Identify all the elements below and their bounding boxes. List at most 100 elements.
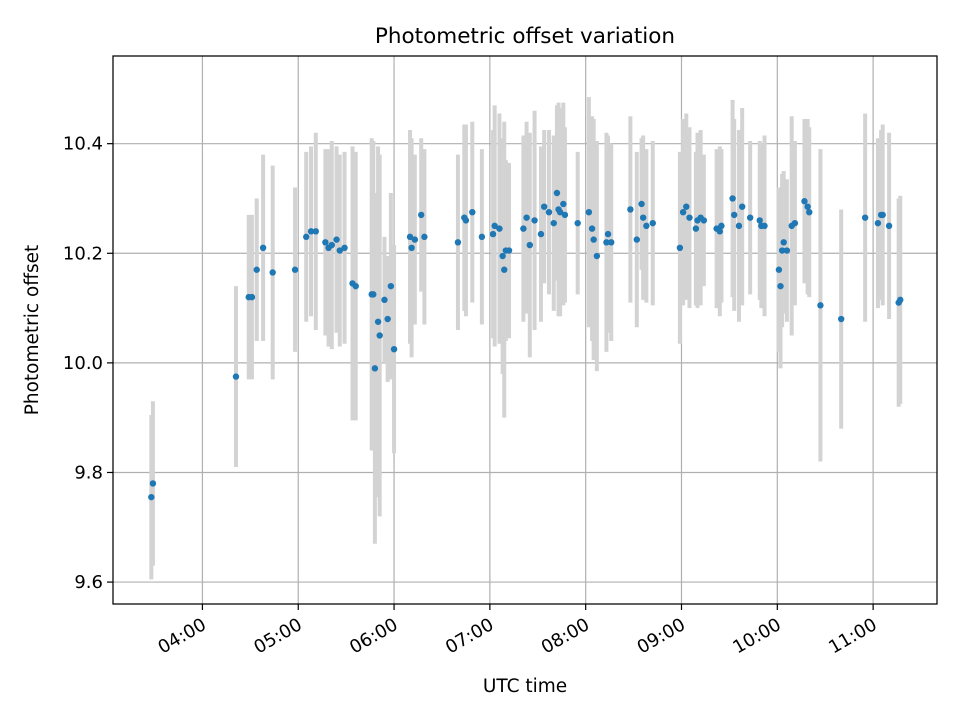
data-point bbox=[603, 239, 610, 246]
data-point bbox=[593, 252, 601, 260]
data-point bbox=[421, 233, 428, 241]
data-point bbox=[408, 244, 415, 251]
data-point bbox=[259, 244, 267, 251]
data-point bbox=[683, 203, 690, 210]
data-point bbox=[801, 198, 808, 205]
data-point bbox=[520, 225, 527, 232]
data-point bbox=[291, 266, 299, 273]
data-point bbox=[730, 211, 738, 219]
data-points bbox=[148, 189, 904, 501]
data-point bbox=[716, 228, 724, 235]
data-point bbox=[885, 222, 893, 230]
data-point bbox=[376, 332, 383, 339]
data-point bbox=[496, 225, 503, 232]
data-point bbox=[897, 296, 904, 304]
y-tick-label: 10.2 bbox=[63, 243, 103, 264]
data-point bbox=[371, 365, 379, 372]
data-point bbox=[574, 219, 581, 227]
data-point bbox=[861, 214, 869, 221]
data-point bbox=[775, 266, 783, 273]
data-point bbox=[700, 217, 708, 224]
data-point bbox=[633, 236, 640, 243]
data-point bbox=[307, 228, 315, 235]
x-tick-label: 04:00 bbox=[155, 614, 210, 658]
data-point bbox=[336, 247, 343, 254]
data-point bbox=[540, 203, 548, 210]
data-point bbox=[761, 222, 768, 230]
data-point bbox=[627, 206, 634, 213]
data-point bbox=[253, 266, 260, 273]
data-point bbox=[374, 318, 382, 325]
data-point bbox=[639, 214, 647, 221]
data-point bbox=[269, 269, 276, 276]
data-point bbox=[384, 315, 391, 323]
data-point bbox=[585, 208, 593, 216]
data-point bbox=[148, 493, 155, 501]
data-point bbox=[469, 208, 476, 216]
data-point bbox=[649, 219, 656, 227]
x-tick-label: 05:00 bbox=[250, 614, 305, 658]
data-point bbox=[381, 296, 388, 304]
data-point bbox=[777, 282, 784, 290]
data-point bbox=[679, 208, 687, 216]
data-point bbox=[556, 208, 564, 216]
data-point bbox=[499, 252, 506, 260]
data-point bbox=[560, 200, 567, 208]
x-tick-label: 10:00 bbox=[729, 614, 784, 658]
data-point bbox=[312, 228, 320, 235]
data-point bbox=[537, 230, 545, 238]
data-point bbox=[806, 208, 813, 216]
data-point bbox=[638, 200, 645, 208]
data-point bbox=[778, 247, 786, 254]
data-point bbox=[341, 244, 348, 251]
data-point bbox=[729, 195, 736, 202]
data-point bbox=[387, 282, 395, 290]
data-point bbox=[248, 293, 256, 301]
data-point bbox=[322, 239, 329, 246]
data-point bbox=[879, 211, 886, 219]
data-point bbox=[523, 214, 530, 221]
data-point bbox=[478, 233, 486, 241]
x-tick-label: 11:00 bbox=[825, 614, 880, 658]
data-point bbox=[553, 189, 561, 197]
data-point bbox=[418, 211, 425, 219]
data-point bbox=[390, 345, 398, 353]
data-point bbox=[804, 203, 811, 210]
data-point bbox=[874, 219, 882, 227]
data-point bbox=[837, 315, 845, 323]
x-tick-label: 07:00 bbox=[442, 614, 497, 658]
data-point bbox=[489, 230, 497, 238]
data-point bbox=[303, 233, 310, 241]
data-point bbox=[505, 247, 513, 254]
y-axis-label: Photometric offset bbox=[22, 245, 43, 416]
y-tick-label: 10.4 bbox=[63, 134, 103, 155]
x-tick-label: 06:00 bbox=[346, 614, 401, 658]
data-point bbox=[454, 239, 462, 246]
data-point bbox=[232, 373, 240, 380]
errorbars bbox=[149, 97, 903, 580]
data-point bbox=[686, 214, 693, 221]
data-point bbox=[756, 217, 763, 224]
data-point bbox=[531, 217, 538, 224]
data-point bbox=[735, 222, 743, 230]
x-axis-label: UTC time bbox=[483, 676, 567, 697]
y-tick-label: 9.8 bbox=[74, 462, 103, 483]
data-point bbox=[718, 222, 725, 230]
plot-frame bbox=[112, 55, 938, 605]
data-point bbox=[501, 266, 508, 273]
data-point bbox=[817, 302, 824, 309]
x-tick-label: 09:00 bbox=[634, 614, 689, 658]
data-point bbox=[783, 247, 791, 254]
data-point bbox=[411, 236, 419, 243]
data-point bbox=[333, 236, 340, 243]
data-point bbox=[604, 230, 612, 238]
data-point bbox=[643, 222, 650, 230]
data-point bbox=[738, 203, 746, 210]
data-point bbox=[590, 236, 597, 243]
data-point bbox=[352, 282, 359, 290]
data-point bbox=[561, 211, 569, 219]
data-point bbox=[550, 219, 557, 227]
data-point bbox=[676, 244, 684, 251]
data-point bbox=[545, 208, 553, 216]
